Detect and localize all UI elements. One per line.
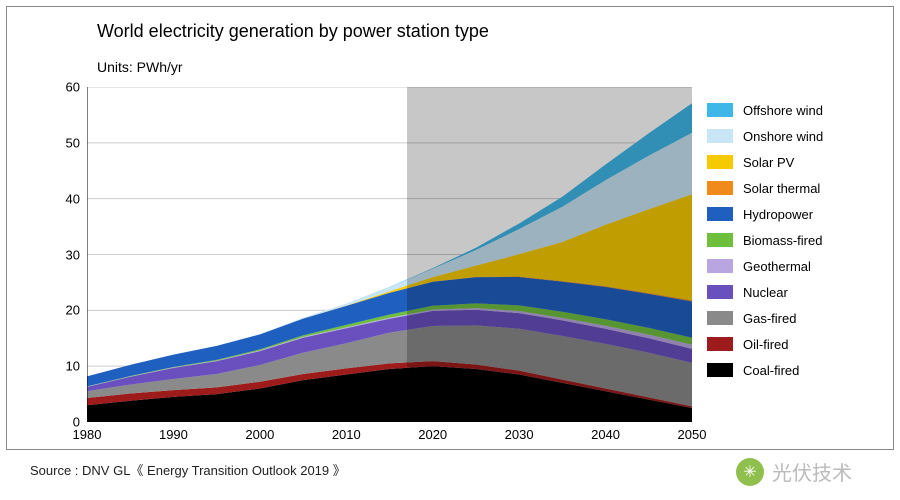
- x-tick-label: 2050: [678, 427, 707, 442]
- y-tick-label: 10: [66, 359, 80, 374]
- legend-label: Offshore wind: [743, 103, 823, 118]
- legend-label: Onshore wind: [743, 129, 823, 144]
- legend-swatch: [707, 129, 733, 143]
- x-tick-label: 1980: [73, 427, 102, 442]
- plot-area: 0102030405060 19801990200020102020203020…: [87, 87, 692, 422]
- legend-label: Nuclear: [743, 285, 788, 300]
- watermark-text: 光伏技术: [772, 457, 852, 486]
- legend-item-solar_thermal: Solar thermal: [707, 175, 887, 201]
- y-tick-label: 20: [66, 303, 80, 318]
- chart-frame: World electricity generation by power st…: [6, 6, 894, 450]
- legend-item-hydro: Hydropower: [707, 201, 887, 227]
- legend: Offshore wind Onshore wind Solar PV Solar t…: [707, 97, 887, 383]
- legend-item-coal: Coal-fired: [707, 357, 887, 383]
- legend-swatch: [707, 103, 733, 117]
- legend-label: Solar thermal: [743, 181, 820, 196]
- axis-svg: [87, 87, 692, 422]
- source-citation: Source : DNV GL《 Energy Transition Outlo…: [30, 460, 346, 479]
- legend-swatch: [707, 207, 733, 221]
- legend-item-biomass: Biomass-fired: [707, 227, 887, 253]
- y-tick-label: 30: [66, 247, 80, 262]
- legend-label: Geothermal: [743, 259, 811, 274]
- legend-label: Oil-fired: [743, 337, 789, 352]
- watermark: ✳ 光伏技术: [736, 457, 852, 486]
- legend-item-onshore_wind: Onshore wind: [707, 123, 887, 149]
- legend-label: Biomass-fired: [743, 233, 822, 248]
- legend-item-gas: Gas-fired: [707, 305, 887, 331]
- chart-title: World electricity generation by power st…: [97, 21, 489, 42]
- legend-swatch: [707, 233, 733, 247]
- x-tick-label: 2020: [418, 427, 447, 442]
- legend-swatch: [707, 181, 733, 195]
- legend-label: Solar PV: [743, 155, 794, 170]
- x-tick-label: 2000: [245, 427, 274, 442]
- x-tick-label: 2040: [591, 427, 620, 442]
- legend-swatch: [707, 259, 733, 273]
- legend-item-geothermal: Geothermal: [707, 253, 887, 279]
- legend-swatch: [707, 337, 733, 351]
- legend-label: Gas-fired: [743, 311, 796, 326]
- legend-swatch: [707, 155, 733, 169]
- legend-swatch: [707, 311, 733, 325]
- units-label: Units: PWh/yr: [97, 59, 183, 75]
- x-tick-label: 2030: [505, 427, 534, 442]
- x-tick-label: 1990: [159, 427, 188, 442]
- legend-item-oil: Oil-fired: [707, 331, 887, 357]
- y-tick-label: 40: [66, 191, 80, 206]
- legend-swatch: [707, 363, 733, 377]
- y-tick-label: 60: [66, 80, 80, 95]
- legend-item-solar_pv: Solar PV: [707, 149, 887, 175]
- x-tick-label: 2010: [332, 427, 361, 442]
- legend-item-nuclear: Nuclear: [707, 279, 887, 305]
- legend-label: Coal-fired: [743, 363, 799, 378]
- legend-label: Hydropower: [743, 207, 813, 222]
- y-tick-label: 50: [66, 135, 80, 150]
- legend-swatch: [707, 285, 733, 299]
- wechat-icon: ✳: [736, 458, 764, 486]
- legend-item-offshore_wind: Offshore wind: [707, 97, 887, 123]
